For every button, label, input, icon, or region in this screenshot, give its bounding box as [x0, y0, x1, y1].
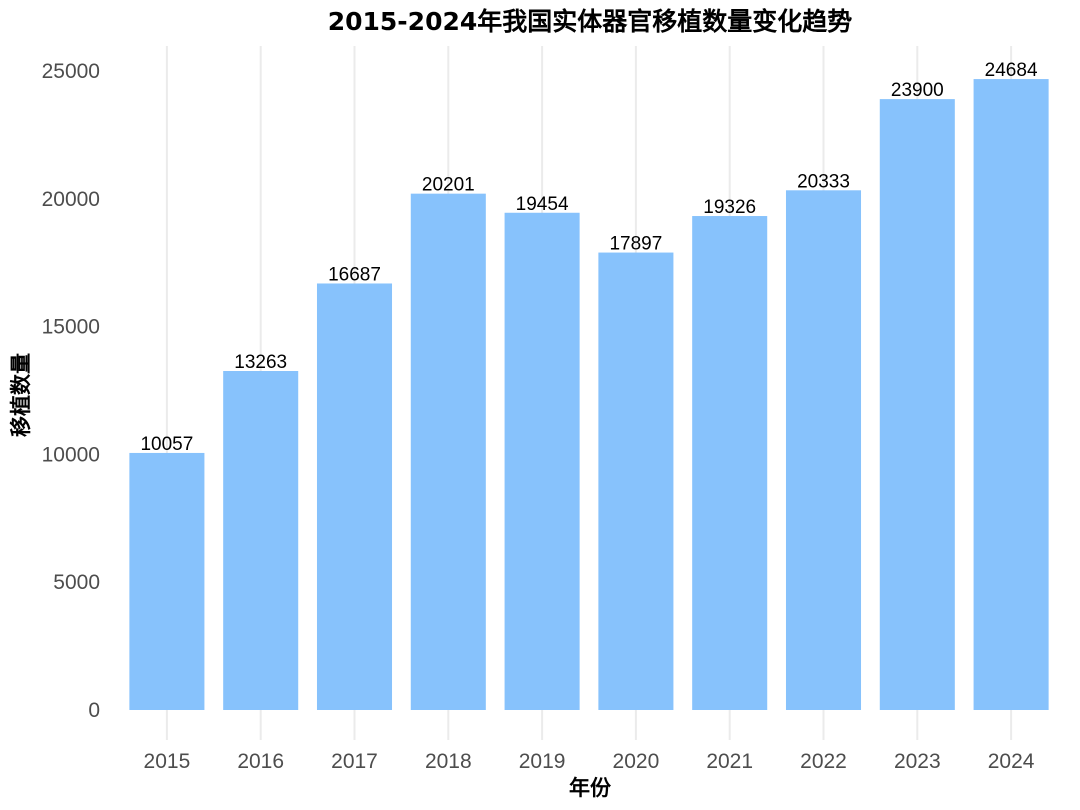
data-label-2015: 10057	[140, 434, 193, 455]
x-tick-2024: 2024	[988, 750, 1035, 773]
chart-title: 2015-2024年我国实体器官移植数量变化趋势	[328, 7, 853, 36]
data-label-2024: 24684	[985, 60, 1038, 81]
x-tick-2022: 2022	[800, 750, 847, 773]
y-axis-ticks: 0 5000 10000 15000 20000 25000	[42, 60, 100, 722]
data-label-2016: 13263	[234, 352, 287, 373]
bar-2021	[692, 216, 768, 710]
data-labels: 10057 13263 16687 20201 19454 17897 19326 20333…	[140, 60, 1037, 455]
bar-2020	[598, 252, 674, 710]
x-tick-2018: 2018	[425, 750, 472, 773]
data-label-2023: 23900	[891, 80, 944, 101]
data-label-2020: 17897	[609, 234, 662, 255]
y-tick-25000: 25000	[42, 60, 100, 83]
bar-2023	[879, 99, 955, 711]
y-axis-title: 移植数量	[9, 353, 33, 437]
bar-2015	[129, 452, 205, 710]
data-label-2019: 19454	[516, 194, 569, 215]
x-tick-2015: 2015	[144, 750, 191, 773]
bar-2022	[785, 190, 862, 710]
x-axis-ticks: 2015 2016 2017 2018 2019 2020 2021 2022 2023 2024	[144, 750, 1035, 773]
bar-2019	[504, 212, 580, 711]
x-tick-2023: 2023	[894, 750, 941, 773]
x-tick-2017: 2017	[331, 750, 378, 773]
y-tick-10000: 10000	[42, 443, 100, 466]
x-tick-2019: 2019	[519, 750, 566, 773]
bar-2018	[410, 193, 486, 710]
data-label-2022: 20333	[797, 171, 850, 192]
data-label-2021: 19326	[703, 197, 756, 218]
bar-2024	[973, 79, 1049, 710]
x-axis-title: 年份	[569, 776, 612, 800]
y-tick-15000: 15000	[42, 316, 100, 339]
y-tick-5000: 5000	[53, 571, 100, 594]
bar-2016	[223, 370, 299, 710]
x-tick-2021: 2021	[706, 750, 753, 773]
data-label-2018: 20201	[422, 175, 475, 196]
data-label-2017: 16687	[328, 264, 381, 285]
bars	[129, 79, 1049, 711]
x-tick-2020: 2020	[613, 750, 660, 773]
y-tick-20000: 20000	[42, 188, 100, 211]
x-tick-2016: 2016	[237, 750, 284, 773]
y-tick-0: 0	[88, 699, 100, 722]
bar-2017	[316, 283, 393, 710]
